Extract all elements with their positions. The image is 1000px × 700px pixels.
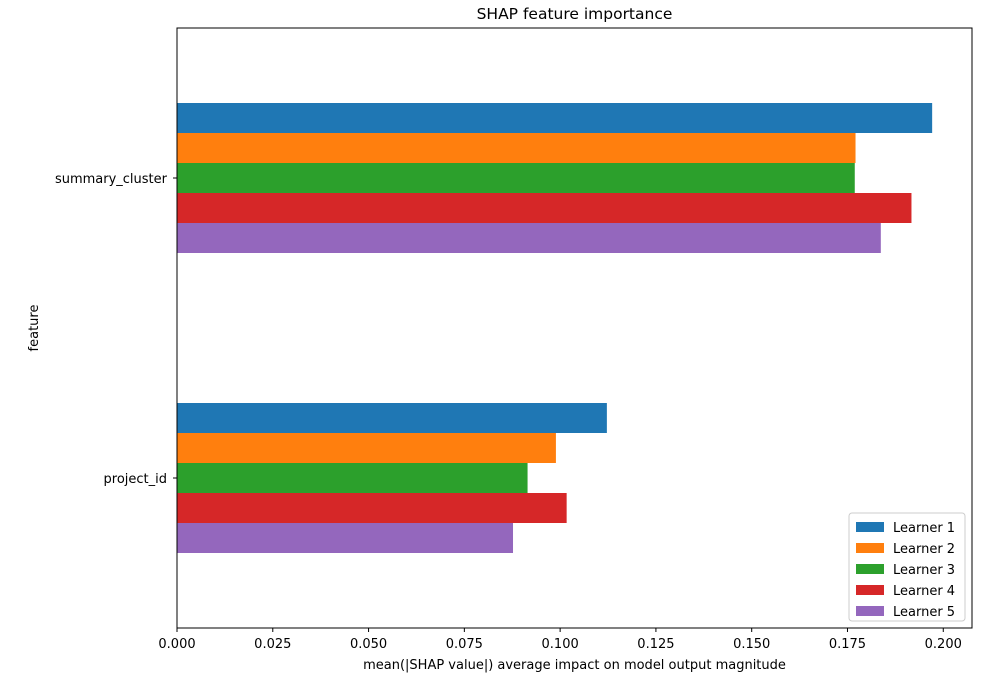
bars-layer — [177, 103, 933, 553]
x-tick-label: 0.175 — [829, 637, 866, 652]
x-tick-label: 0.150 — [733, 637, 770, 652]
bar-project-id-learner-2 — [177, 433, 556, 463]
y-axis-label: feature — [27, 305, 42, 352]
x-tick-label: 0.075 — [446, 637, 483, 652]
x-tick-label: 0.125 — [637, 637, 674, 652]
x-tick-label: 0.025 — [254, 637, 291, 652]
bar-summary-cluster-learner-1 — [177, 103, 933, 133]
x-axis-label: mean(|SHAP value|) average impact on mod… — [363, 658, 786, 673]
y-axis-ticks: project_id summary_cluster — [55, 172, 177, 487]
y-tick-label: project_id — [104, 472, 167, 487]
x-tick-label: 0.200 — [925, 637, 962, 652]
bar-summary-cluster-learner-2 — [177, 133, 856, 163]
bar-project-id-learner-5 — [177, 523, 514, 553]
legend-label-learner-2: Learner 2 — [893, 542, 955, 557]
plot-frame — [176, 27, 973, 629]
legend: Learner 1 Learner 2 Learner 3 Learner 4 Lear… — [848, 512, 966, 622]
legend-swatch-learner-5 — [856, 606, 884, 616]
legend-swatch-learner-1 — [856, 522, 884, 532]
bar-project-id-learner-4 — [177, 493, 567, 523]
legend-swatch-learner-4 — [856, 585, 884, 595]
bar-summary-cluster-learner-4 — [177, 193, 912, 223]
legend-label-learner-3: Learner 3 — [893, 563, 955, 578]
y-tick-label: summary_cluster — [55, 172, 168, 187]
x-tick-label: 0.050 — [350, 637, 387, 652]
x-tick-label: 0.000 — [158, 637, 195, 652]
bar-project-id-learner-3 — [177, 463, 528, 493]
legend-label-learner-5: Learner 5 — [893, 605, 955, 620]
legend-swatch-learner-2 — [856, 543, 884, 553]
legend-label-learner-4: Learner 4 — [893, 584, 955, 599]
x-axis-ticks: 0.000 0.025 0.050 0.075 0.100 0.125 0.150 0.175… — [158, 628, 962, 652]
legend-label-learner-1: Learner 1 — [893, 521, 955, 536]
bar-summary-cluster-learner-5 — [177, 223, 881, 253]
bar-summary-cluster-learner-3 — [177, 163, 855, 193]
chart-title: SHAP feature importance — [477, 5, 673, 23]
x-tick-label: 0.100 — [542, 637, 579, 652]
legend-swatch-learner-3 — [856, 564, 884, 574]
bar-project-id-learner-1 — [177, 403, 607, 433]
